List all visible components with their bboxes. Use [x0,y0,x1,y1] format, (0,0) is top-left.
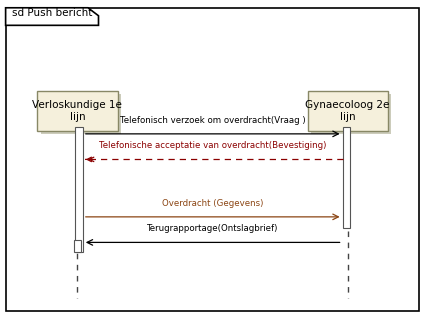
Bar [41,94,121,134]
Polygon shape [6,8,99,25]
Bar [308,91,388,131]
Text: Overdracht (Gegevens): Overdracht (Gegevens) [162,199,264,208]
Text: Terugrapportage(Ontslagbrief): Terugrapportage(Ontslagbrief) [147,224,278,233]
Text: sd Push bericht: sd Push bericht [12,8,92,18]
Text: Verloskundige 1e
lijn: Verloskundige 1e lijn [32,100,122,121]
Text: Telefonisch verzoek om overdracht(Vraag ): Telefonisch verzoek om overdracht(Vraag … [120,116,306,125]
Text: Gynaecoloog 2e
lijn: Gynaecoloog 2e lijn [306,100,390,121]
Bar [75,128,83,252]
Bar [74,240,81,252]
Bar [37,91,117,131]
Text: Telefonische acceptatie van overdracht(Bevestiging): Telefonische acceptatie van overdracht(B… [99,141,326,150]
Bar [311,94,391,134]
Bar [343,128,350,228]
